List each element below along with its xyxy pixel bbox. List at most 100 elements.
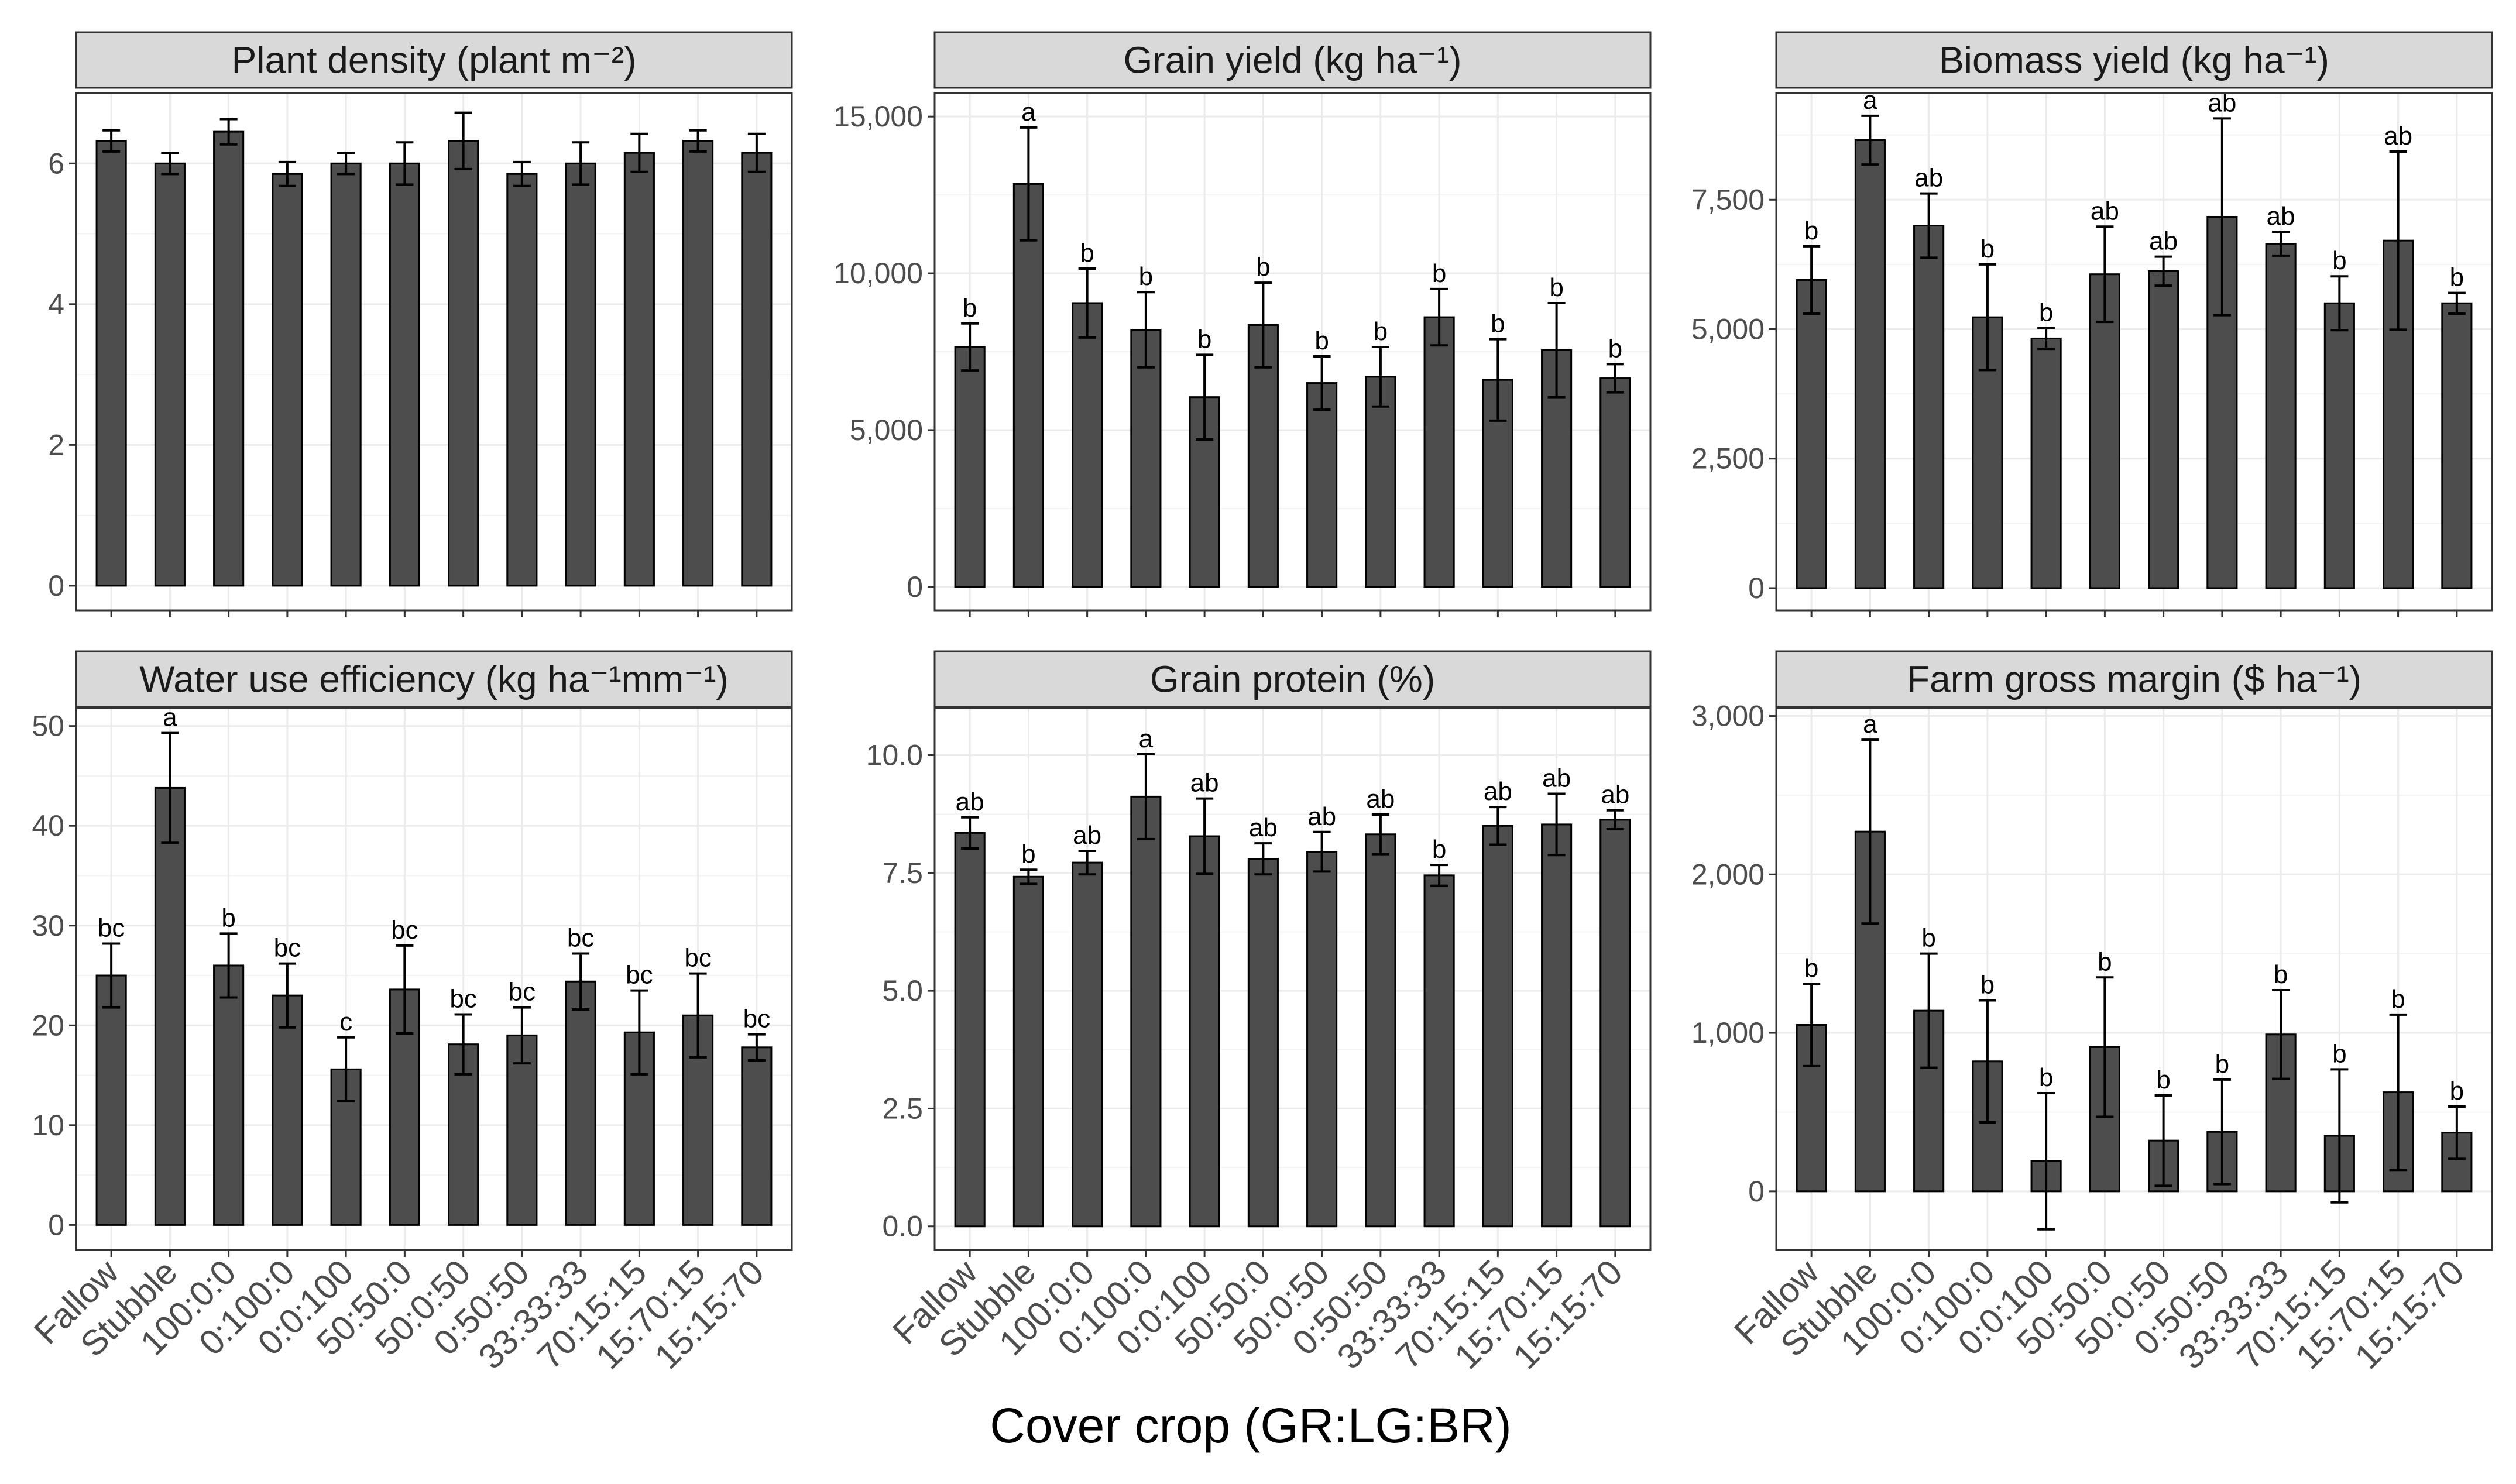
y-tick-label: 7,500 <box>1691 183 1765 216</box>
error-bar <box>1371 813 1389 856</box>
significance-letter: ab <box>2149 227 2178 256</box>
plot-background <box>76 708 792 1250</box>
panel-title: Grain protein (%) <box>1150 658 1435 700</box>
error-bar <box>1547 301 1566 399</box>
panel-6: Farm gross margin ($ ha⁻¹) 0 1,000 2,000 3,0… <box>1691 650 2493 1376</box>
y-tick-label: 2 <box>48 428 64 461</box>
error-bar <box>337 1036 355 1102</box>
bar <box>1599 377 1631 588</box>
error-bar <box>102 129 121 153</box>
error-bar <box>1489 806 1507 846</box>
x-axis-title: Cover crop (GR:LG:BR) <box>990 1398 1512 1453</box>
significance-letter: b <box>2215 1050 2229 1078</box>
significance-letter: b <box>221 904 235 932</box>
error-bar <box>2213 1078 2231 1186</box>
panel-strip <box>933 31 1652 89</box>
bar <box>2323 302 2355 589</box>
bar <box>1365 833 1396 1228</box>
panel-2: Grain yield (kg ha⁻¹) 0 5,000 10,000 15,000 b… <box>833 31 1652 617</box>
error-bar <box>572 141 590 186</box>
significance-letter: b <box>2039 298 2053 327</box>
panel-title: Biomass yield (kg ha⁻¹) <box>1939 39 2329 81</box>
bar <box>2441 302 2473 589</box>
y-tick-label: 0 <box>1748 1175 1765 1208</box>
y-tick-label: 4 <box>48 288 64 321</box>
bar <box>95 974 127 1226</box>
significance-letter: ab <box>1366 785 1395 813</box>
significance-letter: ab <box>1190 769 1219 798</box>
bar <box>1854 139 1886 589</box>
error-bar <box>278 160 296 187</box>
significance-letter: bc <box>743 1005 770 1033</box>
error-bar <box>161 731 179 844</box>
y-tick-label: 30 <box>32 909 64 942</box>
y-tick-label: 0 <box>48 569 64 602</box>
error-bar <box>1489 338 1507 422</box>
panel-border <box>75 707 793 1251</box>
panel-border <box>1775 707 2493 1251</box>
panel-4: Water use efficiency (kg ha⁻¹mm⁻¹) 0 10 20 3… <box>26 650 793 1376</box>
error-bar <box>513 1006 531 1065</box>
error-bar <box>102 942 121 1009</box>
y-tick-label: 5.0 <box>882 974 923 1007</box>
error-bar <box>1078 849 1096 876</box>
error-bar <box>1861 114 1879 166</box>
significance-letter: b <box>1804 217 1818 245</box>
error-bar <box>454 1013 472 1076</box>
bar <box>2148 270 2179 589</box>
error-bar <box>2037 327 2055 351</box>
panel-title: Grain yield (kg ha⁻¹) <box>1124 39 1462 81</box>
error-bar <box>961 322 979 372</box>
bar <box>389 162 420 587</box>
error-bar <box>1254 842 1272 876</box>
error-bar <box>1606 363 1624 394</box>
y-tick-label: 20 <box>32 1009 64 1042</box>
panel-strip <box>933 650 1652 708</box>
bar <box>1796 279 1827 589</box>
panel-1: Plant density (plant m⁻²) 0 2 4 6 <box>48 31 793 617</box>
panel-5: Grain protein (%) 0.0 2.5 5.0 7.5 10.0 ab b ab a a… <box>866 650 1652 1376</box>
significance-letter: b <box>1314 327 1329 355</box>
error-bar <box>689 129 707 153</box>
error-bar <box>396 944 414 1035</box>
significance-letter: b <box>2450 1077 2464 1105</box>
significance-letter: b <box>2156 1066 2170 1094</box>
significance-letter: ab <box>2267 202 2295 231</box>
error-bar <box>1547 792 1566 857</box>
significance-letter: b <box>1256 253 1270 281</box>
bar <box>682 140 714 587</box>
significance-letter: b <box>1491 310 1505 338</box>
bar <box>954 346 986 588</box>
bar <box>741 152 773 587</box>
significance-letter: bc <box>98 913 125 942</box>
y-tick-label: 6 <box>48 147 64 180</box>
panel-strip <box>1775 31 2493 89</box>
y-tick-label: 0 <box>48 1208 64 1241</box>
error-bar <box>2272 988 2290 1080</box>
significance-letter: b <box>2098 947 2112 976</box>
error-bar <box>337 152 355 176</box>
bar <box>95 140 127 587</box>
error-bar <box>1978 999 1996 1124</box>
y-tick-label: 40 <box>32 809 64 842</box>
error-bar <box>572 952 590 1011</box>
significance-letter: b <box>1139 262 1153 291</box>
y-tick-label: 10 <box>32 1109 64 1142</box>
error-bar <box>2213 117 2231 317</box>
significance-letter: ab <box>1484 777 1512 806</box>
bar <box>1306 851 1338 1228</box>
bar <box>623 152 655 587</box>
bar <box>213 964 245 1226</box>
panel-title: Plant density (plant m⁻²) <box>232 39 637 81</box>
error-bar <box>1137 753 1155 840</box>
error-bar <box>1313 830 1331 873</box>
significance-letter: b <box>1980 235 1995 263</box>
error-bar <box>2330 1068 2349 1204</box>
significance-letter: ab <box>2384 122 2412 150</box>
panel-border <box>933 92 1652 612</box>
significance-letter: ab <box>2091 197 2119 225</box>
bar <box>1306 382 1338 588</box>
error-bar <box>1920 192 1938 259</box>
bar <box>272 173 303 587</box>
error-bar <box>2389 1013 2407 1172</box>
